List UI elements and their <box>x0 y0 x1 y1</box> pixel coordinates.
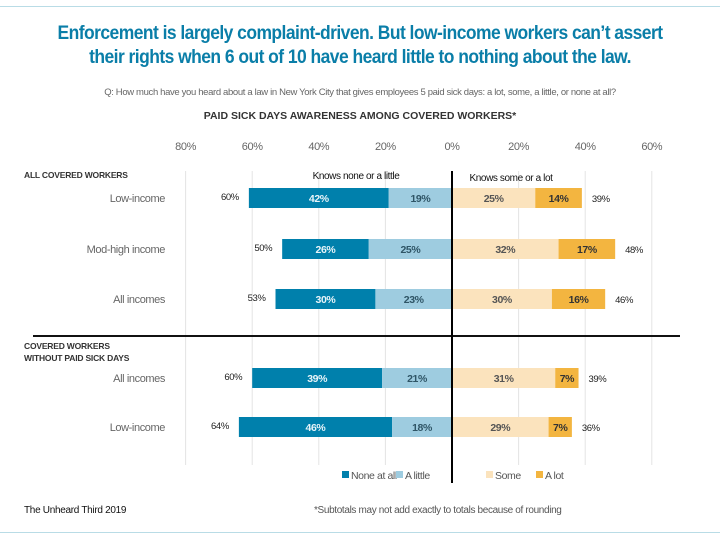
gridlines <box>185 171 653 465</box>
footnote: *Subtotals may not add exactly to totals… <box>314 505 562 516</box>
bar-segment-some <box>452 368 556 388</box>
bar-segment-a-little <box>375 289 452 309</box>
data-label: 7% <box>560 373 575 385</box>
right-total-label: 39% <box>589 374 608 385</box>
bar-segment-a-little <box>382 368 452 388</box>
section-labels: ALL COVERED WORKERS COVERED WORKERS WITHOU… <box>24 170 130 363</box>
x-tick-label: 20% <box>375 141 396 153</box>
section-label: COVERED WORKERS <box>24 341 110 351</box>
bar-segment-none-at-all <box>282 239 369 259</box>
row-label: All incomes <box>113 294 166 306</box>
left-total-label: 64% <box>211 421 230 432</box>
section-label: WITHOUT PAID SICK DAYS <box>24 353 130 363</box>
right-total-label: 36% <box>582 423 601 434</box>
chart-title: PAID SICK DAYS AWARENESS AMONG COVERED W… <box>203 110 517 122</box>
right-total-label: 48% <box>625 245 644 256</box>
bar-segment-a-little <box>392 417 452 437</box>
bar-segment-a-lot <box>558 239 616 259</box>
data-label: 25% <box>484 193 505 205</box>
data-label: 16% <box>569 294 590 306</box>
x-tick-label: 0% <box>444 141 460 153</box>
x-tick-label: 20% <box>508 141 529 153</box>
page-title: Enforcement is largely complaint-driven.… <box>29 22 691 70</box>
bars <box>238 188 616 437</box>
bar-segment-none-at-all <box>252 368 383 388</box>
title-line-2: their rights when 6 out of 10 have heard… <box>89 47 631 68</box>
right-total-label: 46% <box>615 295 634 306</box>
row-label: Mod-high income <box>87 244 166 256</box>
bar-segment-some <box>452 289 552 309</box>
bar-segment-none-at-all <box>248 188 389 208</box>
data-label: 30% <box>316 294 337 306</box>
legend-label: A lot <box>545 470 564 482</box>
legend: None at all A little Some A lot <box>342 470 564 482</box>
x-tick-label: 60% <box>242 141 263 153</box>
bar-labels: Low-income 42% 19% 25% 14% 60% 39% Mod-high inc… <box>87 192 645 434</box>
bar-segment-some <box>452 188 536 208</box>
bottom-rule <box>0 532 720 533</box>
data-label: 42% <box>309 193 330 205</box>
left-total-label: 60% <box>221 192 240 203</box>
group-label-right: Knows some or a lot <box>470 173 554 184</box>
bar-segment-a-lot <box>551 289 606 309</box>
x-tick-label: 60% <box>641 141 662 153</box>
data-label: 29% <box>490 422 511 434</box>
data-label: 25% <box>400 244 421 256</box>
row-label: Low-income <box>110 193 166 205</box>
legend-label: Some <box>495 470 521 482</box>
row-label: All incomes <box>113 373 166 385</box>
legend-swatch-a-little <box>396 471 403 478</box>
left-total-label: 50% <box>254 243 273 254</box>
group-label-left: Knows none or a little <box>313 171 401 182</box>
data-label: 26% <box>316 244 337 256</box>
x-axis-ticks: 80% 60% 40% 20% 0% 20% 40% 60% <box>175 141 663 153</box>
bar-segment-none-at-all <box>275 289 376 309</box>
data-label: 17% <box>577 244 598 256</box>
legend-swatch-a-lot <box>536 471 543 478</box>
bar-segment-some <box>452 417 549 437</box>
legend-swatch-some <box>486 471 493 478</box>
data-label: 39% <box>307 373 328 385</box>
data-label: 46% <box>306 422 327 434</box>
legend-label: None at all <box>351 470 397 482</box>
data-label: 18% <box>412 422 433 434</box>
bar-segment-some <box>452 239 559 259</box>
left-total-label: 60% <box>224 372 243 383</box>
top-rule <box>0 6 720 7</box>
data-label: 21% <box>407 373 428 385</box>
x-tick-label: 40% <box>575 141 596 153</box>
bar-segment-a-little <box>388 188 452 208</box>
data-label: 23% <box>404 294 425 306</box>
legend-swatch-none-at-all <box>342 471 349 478</box>
bar-segment-a-lot <box>548 417 572 437</box>
legend-label: A little <box>405 470 430 482</box>
data-label: 32% <box>495 244 516 256</box>
data-label: 30% <box>492 294 513 306</box>
source-credit: The Unheard Third 2019 <box>24 505 127 516</box>
bar-segment-a-lot <box>535 188 582 208</box>
data-label: 19% <box>410 193 431 205</box>
left-total-label: 53% <box>248 293 267 304</box>
bar-segment-a-lot <box>555 368 579 388</box>
section-label: ALL COVERED WORKERS <box>24 170 128 180</box>
title-line-1: Enforcement is largely complaint-driven.… <box>57 23 663 44</box>
bar-segment-none-at-all <box>238 417 393 437</box>
x-tick-label: 40% <box>308 141 329 153</box>
row-label: Low-income <box>110 422 166 434</box>
bar-segment-a-little <box>368 239 452 259</box>
right-total-label: 39% <box>592 194 611 205</box>
data-label: 7% <box>553 422 568 434</box>
data-label: 14% <box>549 193 570 205</box>
x-tick-label: 80% <box>175 141 196 153</box>
data-label: 31% <box>494 373 515 385</box>
survey-question: Q: How much have you heard about a law i… <box>104 87 616 98</box>
